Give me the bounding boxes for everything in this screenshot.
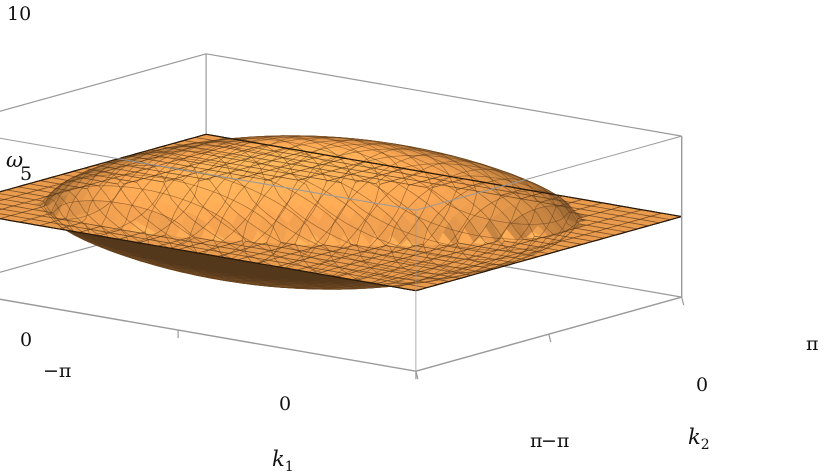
y-axis-title: k2 <box>688 425 710 453</box>
y-axis-title-subscript: 2 <box>701 437 710 453</box>
x-axis-title-base: k <box>272 447 285 471</box>
x-axis-title: k1 <box>272 447 294 473</box>
x-axis-title-subscript: 1 <box>285 459 294 473</box>
z-tick-label-10: 10 <box>7 3 31 25</box>
surfaces <box>0 133 682 292</box>
z-tick-label-0: 0 <box>20 329 32 351</box>
y-tick-label-zero: 0 <box>696 374 708 396</box>
box-edge-front-floor-right <box>415 296 682 372</box>
box-edge-back-top-right <box>205 53 682 137</box>
x-tick-label-neg-pi: −π <box>43 360 71 382</box>
y-tick-label-pi: π <box>806 333 819 355</box>
box-edge-front-floor-left <box>0 298 417 372</box>
z-axis-title: ω <box>6 148 23 172</box>
y-tick-label-neg-pi: −π <box>541 430 569 452</box>
box-edge-back-top-left <box>0 53 207 112</box>
y-tick-2 <box>681 296 685 306</box>
x-tick-label-zero: 0 <box>279 393 291 415</box>
y-tick-1 <box>548 334 552 343</box>
y-axis-title-base: k <box>688 425 701 449</box>
